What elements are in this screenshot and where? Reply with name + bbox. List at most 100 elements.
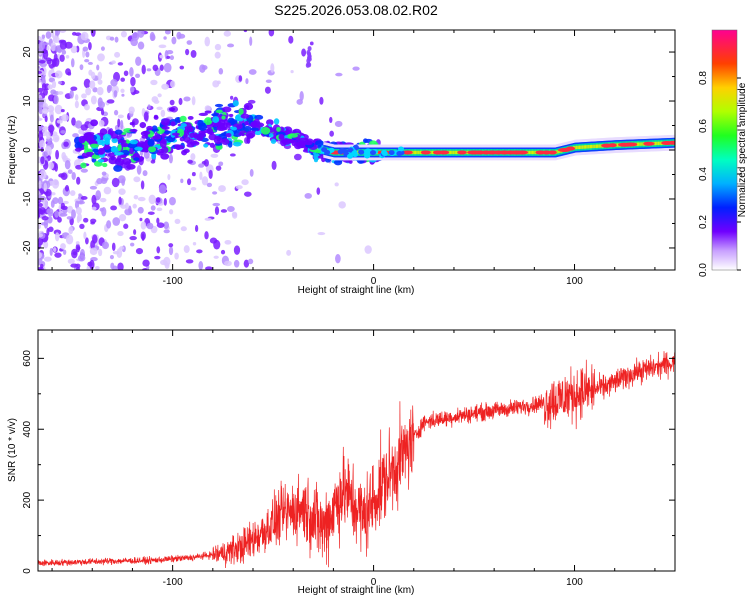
heatmap-cell: [90, 239, 95, 250]
heatmap-cell: [161, 126, 170, 130]
heatmap-cell: [53, 53, 58, 62]
heatmap-cell: [54, 162, 59, 172]
heatmap-cell: [163, 229, 170, 234]
heatmap-cell: [70, 45, 78, 54]
heatmap-cell: [102, 133, 112, 141]
heatmap-cell: [582, 145, 585, 149]
heatmap-cell: [119, 154, 127, 159]
heatmap-cell: [299, 90, 304, 101]
heatmap-cell: [639, 142, 642, 146]
heatmap-cell: [577, 145, 580, 150]
heatmap-cell: [111, 242, 116, 251]
heatmap-cell: [586, 145, 589, 149]
heatmap-cell: [74, 94, 79, 101]
heatmap-cell: [53, 229, 62, 235]
heatmap-cell: [63, 141, 69, 147]
heatmap-cell: [57, 196, 64, 205]
heatmap-cell: [281, 138, 292, 145]
heatmap-cell: [304, 140, 313, 146]
heatmap-cell: [212, 116, 220, 124]
heatmap-cell: [47, 124, 55, 133]
heatmap-cell: [224, 260, 232, 267]
colorbar-label: Normalized spectral amplitude: [737, 82, 748, 217]
heatmap-cell: [185, 48, 190, 56]
heatmap-cell: [42, 151, 48, 158]
heatmap-cell: [438, 150, 450, 155]
heatmap-cell: [60, 108, 65, 113]
heatmap-cell: [53, 247, 57, 253]
heatmap-cell: [227, 205, 235, 213]
heatmap-cell: [597, 144, 600, 148]
heatmap-cell: [78, 135, 86, 144]
heatmap-cell: [38, 52, 42, 56]
heatmap-cell: [163, 36, 167, 40]
heatmap-cell: [286, 249, 292, 256]
heatmap-cell: [120, 77, 125, 82]
heatmap-cell: [187, 115, 194, 120]
heatmap-cell: [321, 156, 326, 163]
heatmap-cell: [67, 169, 73, 174]
heatmap-cell: [47, 212, 54, 217]
heatmap-cell: [54, 252, 62, 258]
heatmap-cell: [102, 162, 108, 168]
heatmap-cell: [75, 241, 80, 245]
heatmap-cell: [80, 31, 89, 41]
heatmap-cell: [222, 127, 228, 131]
heatmap-cell: [82, 46, 89, 52]
heatmap-cell: [204, 231, 209, 240]
heatmap-cell: [347, 153, 354, 159]
heatmap-cell: [129, 139, 139, 145]
heatmap-cell: [111, 177, 120, 188]
heatmap-cell: [238, 75, 243, 82]
heatmap-cell: [430, 150, 433, 155]
heatmap-cell: [583, 145, 586, 149]
heatmap-cell: [94, 266, 100, 270]
heatmap-cell: [89, 247, 98, 256]
heatmap-cell: [103, 186, 112, 195]
heatmap-cell: [203, 143, 209, 148]
heatmap-cell: [156, 106, 163, 111]
heatmap-cell: [362, 149, 369, 155]
heatmap-cell: [163, 221, 170, 230]
heatmap-cell: [50, 192, 56, 196]
heatmap-cell: [49, 114, 54, 123]
heatmap-cell: [183, 96, 191, 102]
heatmap-cell: [221, 115, 226, 120]
heatmap-cell: [120, 88, 125, 93]
heatmap-cell: [220, 249, 226, 255]
heatmap-cell: [122, 157, 132, 165]
x-tick-label: 100: [566, 276, 583, 287]
heatmap-cell: [335, 72, 343, 77]
heatmap-cell: [90, 221, 95, 225]
heatmap-cell: [580, 145, 583, 149]
heatmap-cell: [124, 202, 129, 210]
heatmap-cell: [659, 141, 662, 145]
heatmap-cell: [54, 137, 59, 141]
heatmap-cell: [110, 262, 115, 270]
heatmap-cell: [133, 194, 139, 200]
heatmap-cell: [417, 150, 420, 155]
heatmap-cell: [656, 141, 659, 146]
heatmap-cell: [146, 125, 153, 131]
heatmap-cell: [187, 159, 193, 164]
heatmap-cell: [46, 45, 50, 51]
heatmap-cell: [351, 150, 358, 156]
heatmap-cell: [50, 30, 55, 38]
heatmap-cell: [190, 141, 200, 146]
heatmap-cell: [117, 262, 124, 270]
heatmap-cell: [99, 197, 107, 203]
heatmap-cell: [161, 146, 169, 154]
heatmap-cell: [448, 150, 451, 155]
heatmap-cell: [247, 258, 254, 265]
heatmap-cell: [186, 40, 193, 45]
heatmap-cell: [118, 139, 127, 144]
heatmap-cell: [54, 70, 63, 79]
heatmap-cell: [271, 160, 277, 170]
heatmap-cell: [66, 216, 73, 220]
heatmap-cell: [668, 140, 675, 145]
heatmap-cell: [215, 109, 223, 114]
heatmap-cell: [64, 185, 70, 192]
heatmap-cell: [118, 196, 122, 205]
heatmap-cell: [240, 113, 250, 119]
